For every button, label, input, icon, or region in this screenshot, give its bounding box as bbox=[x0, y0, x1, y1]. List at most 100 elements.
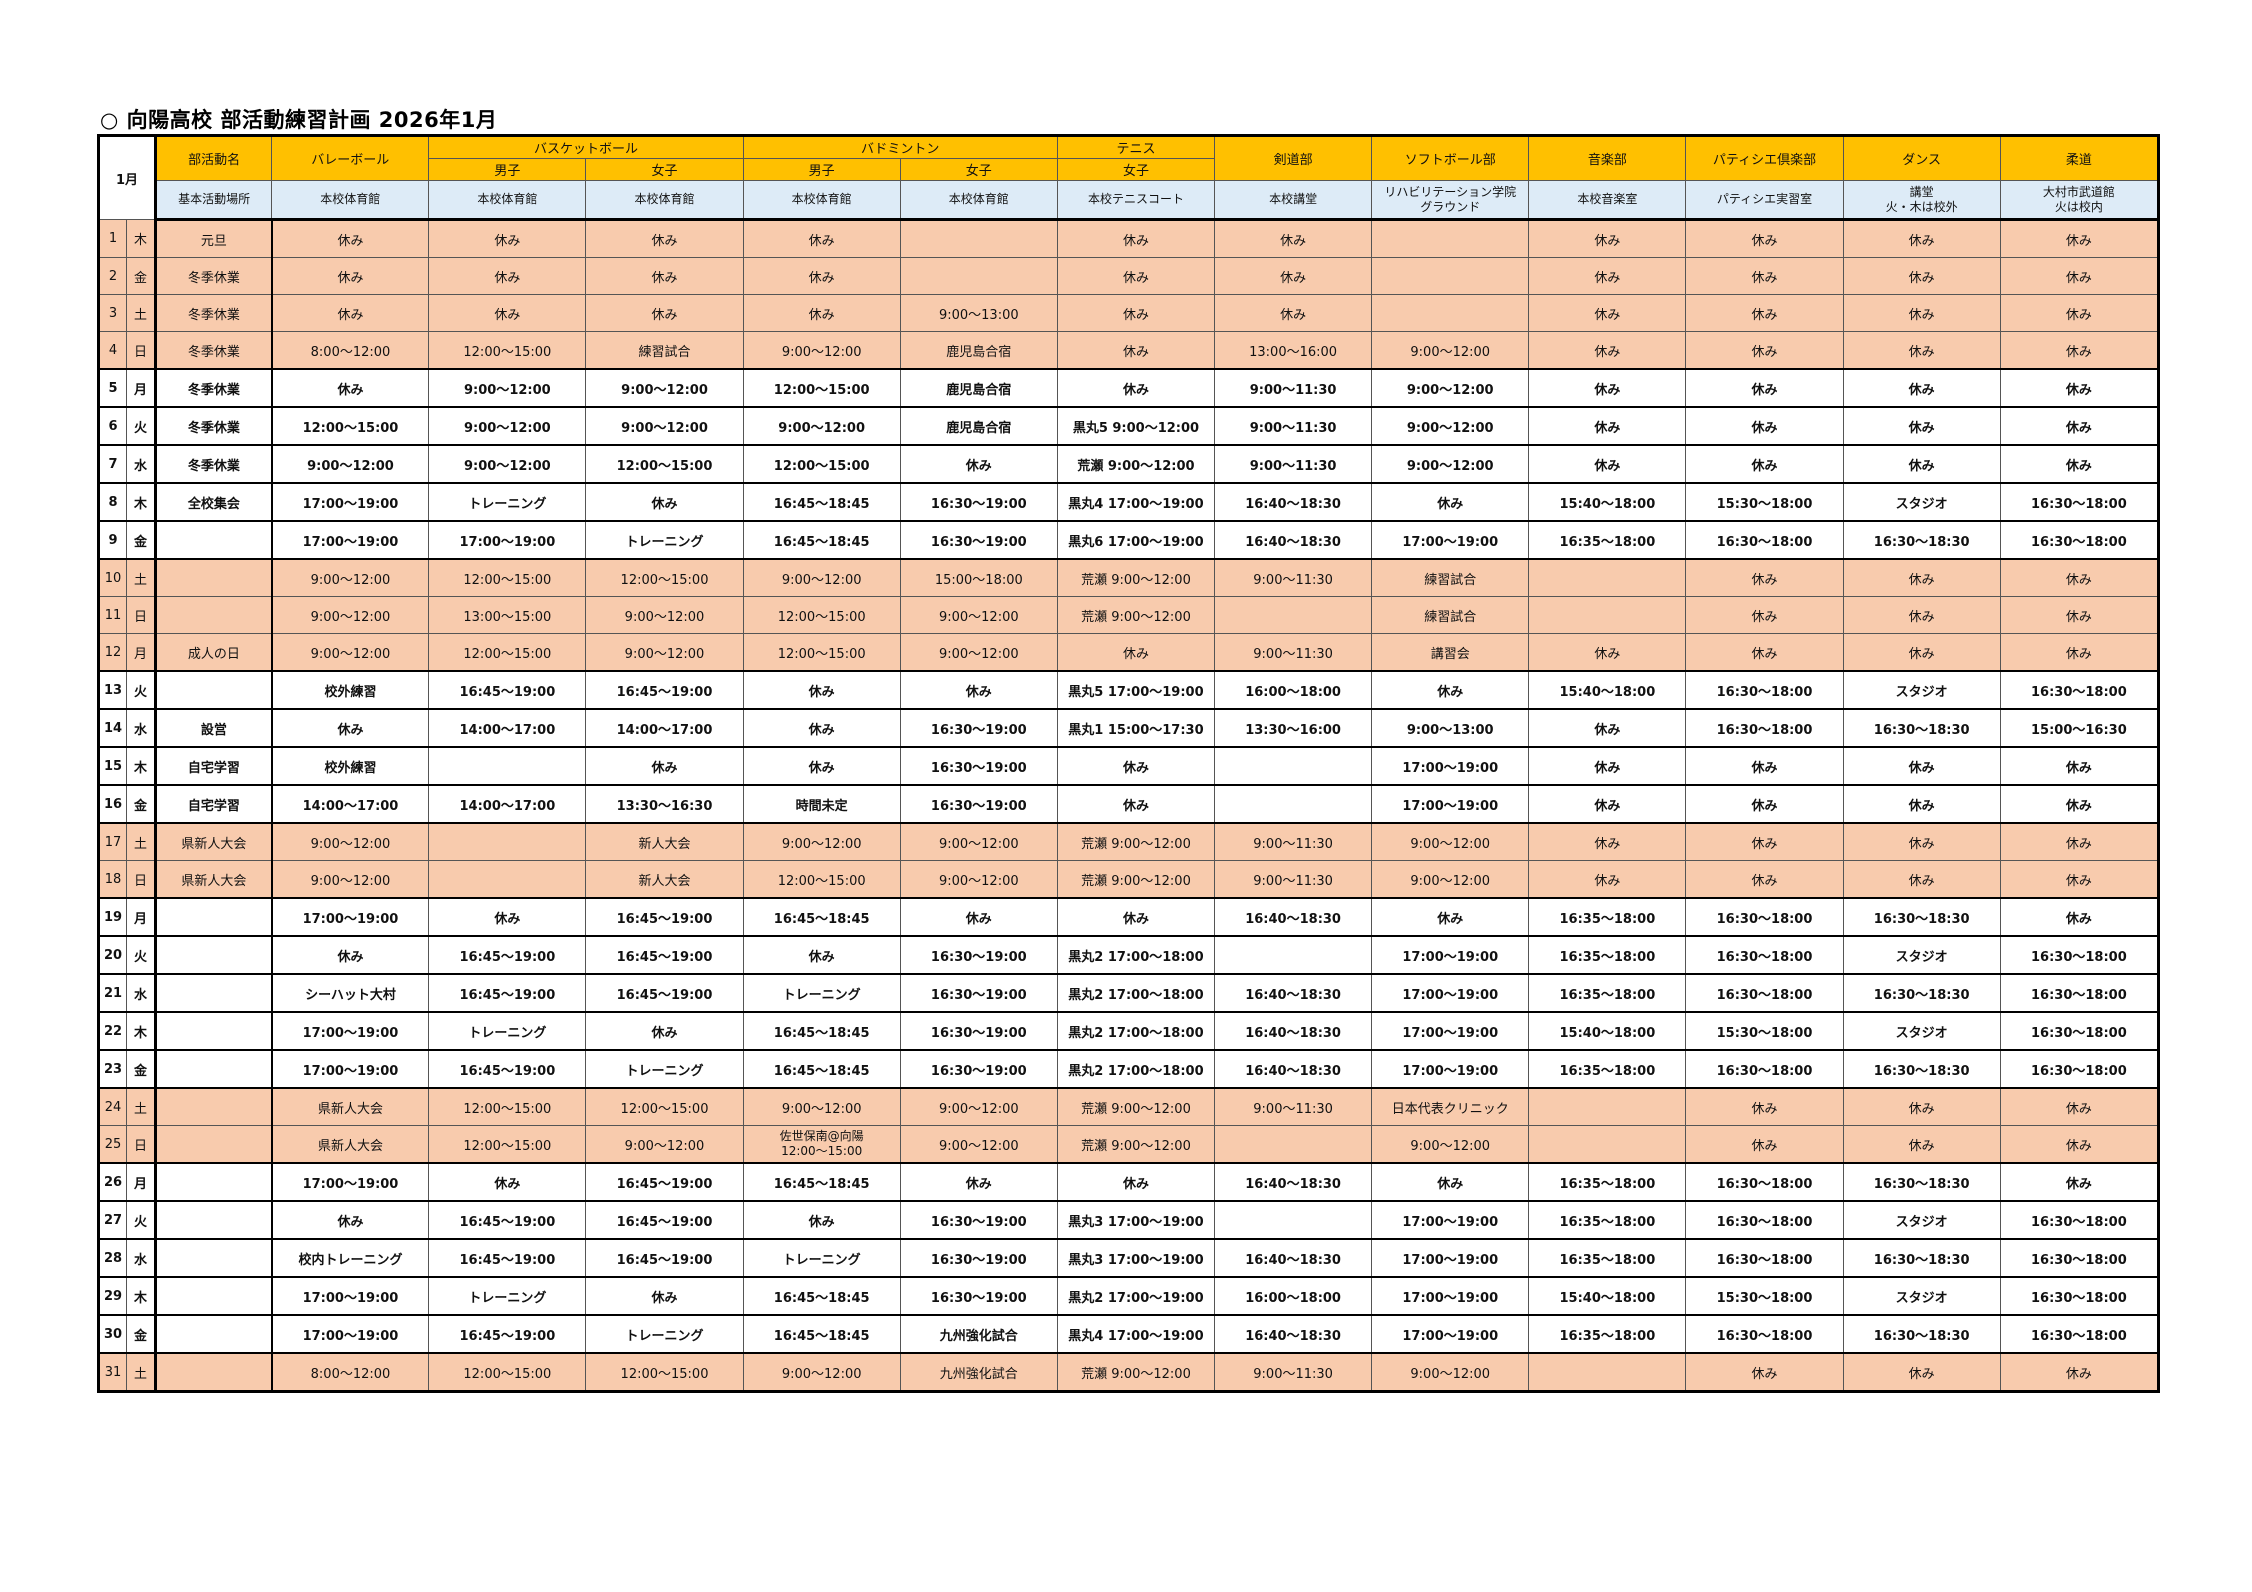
cell-badminton-girls: 9:00～13:00 bbox=[899, 294, 1058, 332]
weekday: 水 bbox=[126, 444, 158, 484]
cell-softball: 練習試合 bbox=[1371, 596, 1530, 634]
cell-badminton-girls bbox=[899, 219, 1058, 258]
cell-patissier: 休み bbox=[1685, 784, 1844, 824]
cell-dance: 休み bbox=[1842, 257, 2001, 295]
day-number: 1 bbox=[97, 219, 128, 258]
club-judo: 柔道 bbox=[1999, 135, 2160, 181]
cell-basketball-girls: 16:45～19:00 bbox=[585, 897, 744, 937]
school-event: 県新人大会 bbox=[155, 860, 273, 899]
schedule-row: 20 火休み 16:45～19:00 16:45～19:00 休み 16:30～19:00… bbox=[97, 935, 2160, 975]
cell-dance: 16:30～18:30 bbox=[1842, 1238, 2001, 1278]
cell-patissier: 16:30～18:00 bbox=[1685, 1200, 1844, 1240]
cell-badminton-girls: 休み bbox=[899, 897, 1058, 937]
schedule-row: 2 金冬季休業 休み 休み 休み 休み 休み 休み 休み 休み 休み 休み bbox=[97, 257, 2160, 295]
cell-kendo: 16:40～18:30 bbox=[1214, 897, 1373, 937]
cell-judo: 休み bbox=[1999, 596, 2160, 634]
cell-volleyball: 休み bbox=[271, 935, 430, 975]
cell-volleyball: 8:00～12:00 bbox=[271, 331, 430, 370]
club-patissier: パティシエ倶楽部 bbox=[1685, 135, 1844, 181]
cell-kendo: 9:00～11:30 bbox=[1214, 1352, 1373, 1392]
cell-volleyball: 17:00～19:00 bbox=[271, 482, 430, 522]
schedule-row: 21 水シーハット大村 16:45～19:00 16:45～19:00 トレーニング 16… bbox=[97, 973, 2160, 1013]
cell-patissier: 休み bbox=[1685, 860, 1844, 899]
cell-basketball-girls: 休み bbox=[585, 1276, 744, 1316]
cell-dance: 休み bbox=[1842, 331, 2001, 370]
cell-volleyball: 9:00～12:00 bbox=[271, 860, 430, 899]
cell-judo: 休み bbox=[1999, 219, 2160, 258]
weekday: 月 bbox=[126, 368, 158, 408]
cell-dance: 休み bbox=[1842, 596, 2001, 634]
cell-tennis-girls: 休み bbox=[1056, 257, 1216, 295]
cell-badminton-boys: 休み bbox=[742, 294, 901, 332]
cell-volleyball: 17:00～19:00 bbox=[271, 520, 430, 560]
cell-basketball-boys: 9:00～12:00 bbox=[428, 368, 587, 408]
cell-judo: 15:00～16:30 bbox=[1999, 708, 2160, 748]
cell-basketball-boys: 16:45～19:00 bbox=[428, 1049, 587, 1089]
cell-patissier: 休み bbox=[1685, 331, 1844, 370]
day-number: 25 bbox=[97, 1125, 128, 1164]
school-event bbox=[155, 1276, 273, 1316]
school-event bbox=[155, 1352, 273, 1392]
cell-patissier: 16:30～18:00 bbox=[1685, 1049, 1844, 1089]
cell-basketball-boys: 16:45～19:00 bbox=[428, 1314, 587, 1354]
school-event: 冬季休業 bbox=[155, 294, 273, 332]
cell-basketball-girls: 12:00～15:00 bbox=[585, 1087, 744, 1126]
place-badminton-boys: 本校体育館 bbox=[742, 180, 901, 221]
cell-softball: 休み bbox=[1371, 1162, 1530, 1202]
cell-kendo: 9:00～11:30 bbox=[1214, 368, 1373, 408]
place-badminton-girls: 本校体育館 bbox=[899, 180, 1058, 221]
cell-badminton-girls: 鹿児島合宿 bbox=[899, 368, 1058, 408]
practice-schedule-table: 1月 部活動名 バレーボール バスケットボール バドミントン テニス 剣道部 ソ… bbox=[97, 134, 2160, 1393]
cell-badminton-boys: 12:00～15:00 bbox=[742, 596, 901, 634]
day-number: 5 bbox=[97, 368, 128, 408]
cell-softball: 17:00～19:00 bbox=[1371, 1276, 1530, 1316]
cell-badminton-girls: 九州強化試合 bbox=[899, 1352, 1058, 1392]
cell-badminton-boys: 休み bbox=[742, 1200, 901, 1240]
day-number: 27 bbox=[97, 1200, 128, 1240]
cell-tennis-girls: 黒丸3 17:00～19:00 bbox=[1056, 1200, 1216, 1240]
cell-badminton-girls: 鹿児島合宿 bbox=[899, 331, 1058, 370]
cell-judo: 休み bbox=[1999, 1162, 2160, 1202]
cell-softball: 17:00～19:00 bbox=[1371, 784, 1530, 824]
day-number: 17 bbox=[97, 822, 128, 861]
place-softball: リハビリテーション学院 グラウンド bbox=[1371, 180, 1530, 221]
cell-music: 休み bbox=[1528, 331, 1687, 370]
cell-volleyball: 14:00～17:00 bbox=[271, 784, 430, 824]
cell-tennis-girls: 黒丸5 17:00～19:00 bbox=[1056, 670, 1216, 710]
cell-judo: 休み bbox=[1999, 746, 2160, 786]
weekday: 火 bbox=[126, 1200, 158, 1240]
cell-music bbox=[1528, 1352, 1687, 1392]
cell-kendo: 9:00～11:30 bbox=[1214, 444, 1373, 484]
cell-dance: 休み bbox=[1842, 444, 2001, 484]
cell-judo: 16:30～18:00 bbox=[1999, 935, 2160, 975]
cell-badminton-girls: 16:30～19:00 bbox=[899, 482, 1058, 522]
cell-tennis-girls: 休み bbox=[1056, 219, 1216, 258]
cell-basketball-boys: 16:45～19:00 bbox=[428, 670, 587, 710]
cell-kendo: 16:40～18:30 bbox=[1214, 1162, 1373, 1202]
cell-music bbox=[1528, 558, 1687, 597]
cell-judo: 休み bbox=[1999, 822, 2160, 861]
cell-music: 休み bbox=[1528, 406, 1687, 446]
cell-softball: 9:00～12:00 bbox=[1371, 1352, 1530, 1392]
cell-volleyball: 休み bbox=[271, 257, 430, 295]
cell-volleyball: 17:00～19:00 bbox=[271, 1162, 430, 1202]
cell-softball: 9:00～13:00 bbox=[1371, 708, 1530, 748]
cell-basketball-boys: 12:00～15:00 bbox=[428, 1087, 587, 1126]
cell-volleyball: シーハット大村 bbox=[271, 973, 430, 1013]
cell-judo: 16:30～18:00 bbox=[1999, 482, 2160, 522]
cell-music: 16:35～18:00 bbox=[1528, 935, 1687, 975]
cell-basketball-girls: 12:00～15:00 bbox=[585, 1352, 744, 1392]
cell-patissier: 15:30～18:00 bbox=[1685, 1276, 1844, 1316]
school-event: 冬季休業 bbox=[155, 257, 273, 295]
cell-badminton-boys: 休み bbox=[742, 670, 901, 710]
schedule-row: 6 火冬季休業 12:00～15:00 9:00～12:00 9:00～12:00 9:0… bbox=[97, 406, 2160, 446]
weekday: 月 bbox=[126, 1162, 158, 1202]
cell-softball: 17:00～19:00 bbox=[1371, 1200, 1530, 1240]
club-badminton: バドミントン bbox=[742, 135, 1058, 159]
cell-patissier: 休み bbox=[1685, 1352, 1844, 1392]
cell-volleyball: 17:00～19:00 bbox=[271, 897, 430, 937]
cell-patissier: 休み bbox=[1685, 746, 1844, 786]
schedule-row: 26 月 17:00～19:00 休み 16:45～19:00 16:45～18:45 休み… bbox=[97, 1162, 2160, 1202]
cell-badminton-girls: 16:30～19:00 bbox=[899, 1011, 1058, 1051]
cell-badminton-boys: 12:00～15:00 bbox=[742, 860, 901, 899]
